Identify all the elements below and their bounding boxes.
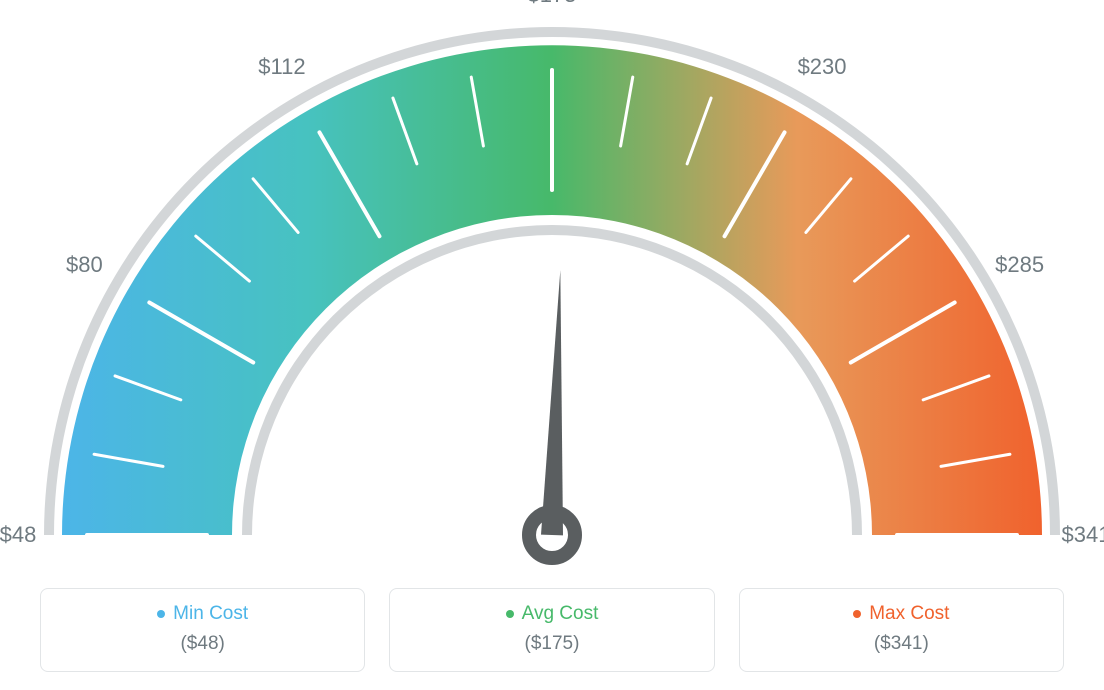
legend-label-avg: Avg Cost xyxy=(506,603,599,625)
legend-label-min: Min Cost xyxy=(157,603,248,625)
gauge-tick-label: $230 xyxy=(798,54,847,80)
gauge-area: $48 $80 $112 $175 $230 $285 $341 xyxy=(0,0,1104,570)
legend-value-max: ($341) xyxy=(750,633,1053,655)
gauge-svg xyxy=(0,0,1104,570)
legend-card-min: Min Cost ($48) xyxy=(40,588,365,672)
legend-label-text: Max Cost xyxy=(869,603,949,625)
legend-label-text: Avg Cost xyxy=(522,603,599,625)
gauge-tick-label: $341 xyxy=(1062,522,1104,548)
gauge-tick-label: $285 xyxy=(995,252,1044,278)
legend-label-text: Min Cost xyxy=(173,603,248,625)
gauge-tick-label: $48 xyxy=(0,522,36,548)
gauge-tick-label: $112 xyxy=(258,54,305,80)
dot-icon xyxy=(853,610,861,618)
dot-icon xyxy=(506,610,514,618)
legend-label-max: Max Cost xyxy=(853,603,949,625)
legend-value-avg: ($175) xyxy=(400,633,703,655)
cost-gauge-container: $48 $80 $112 $175 $230 $285 $341 Min Cost ($48… xyxy=(0,0,1104,690)
gauge-tick-label: $175 xyxy=(528,0,577,8)
legend-card-avg: Avg Cost ($175) xyxy=(389,588,714,672)
legend-row: Min Cost ($48) Avg Cost ($175) Max Cost … xyxy=(40,588,1064,672)
gauge-tick-label: $80 xyxy=(66,252,103,278)
legend-card-max: Max Cost ($341) xyxy=(739,588,1064,672)
dot-icon xyxy=(157,610,165,618)
legend-value-min: ($48) xyxy=(51,633,354,655)
